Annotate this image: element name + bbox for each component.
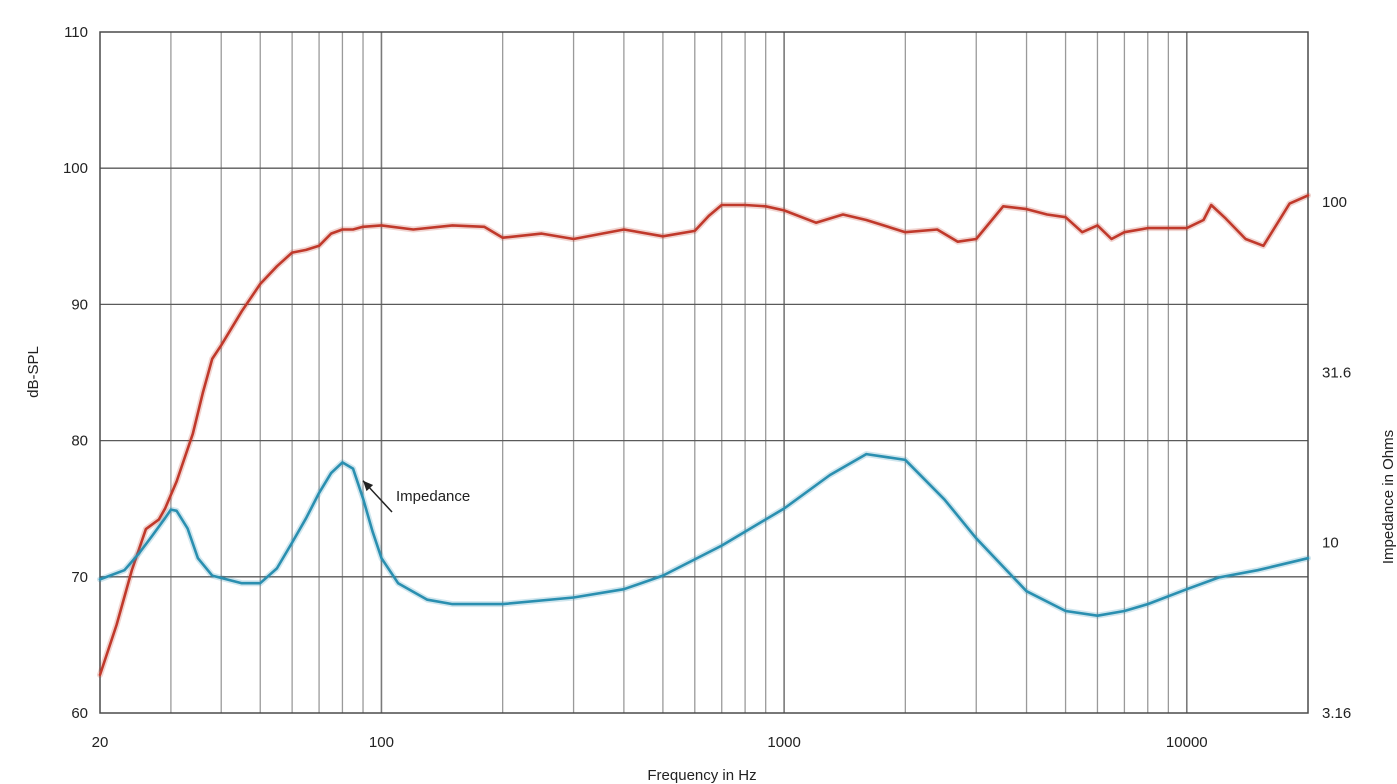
y2-axis-title: Impedance in Ohms xyxy=(1380,430,1397,564)
spl-series-line xyxy=(98,194,1310,677)
annotation-arrowhead xyxy=(363,480,374,492)
x-tick-label: 100 xyxy=(369,734,394,751)
annotation-group: Impedance xyxy=(362,480,470,513)
annotation-impedance: Impedance xyxy=(396,488,470,505)
y2-tick-label: 100 xyxy=(1322,194,1347,211)
impedance-series-line xyxy=(98,452,1310,618)
y-tick-label: 110 xyxy=(64,24,88,41)
y-axis-title: dB-SPL xyxy=(25,346,42,398)
x-tick-label: 1000 xyxy=(767,734,800,751)
x-tick-label: 10000 xyxy=(1166,734,1208,751)
y2-tick-label: 3.16 xyxy=(1322,705,1351,722)
plot-frame xyxy=(99,31,1309,714)
y-tick-label: 80 xyxy=(71,433,88,450)
x-tick-label: 20 xyxy=(92,734,109,751)
series-layer xyxy=(97,192,1311,678)
y-tick-label: 70 xyxy=(71,569,88,586)
spl-series-line-halo xyxy=(97,192,1311,678)
y2-tick-label: 10 xyxy=(1322,535,1339,552)
x-axis-title: Frequency in Hz xyxy=(647,767,756,784)
y2-tick-label: 31.6 xyxy=(1322,365,1351,382)
y-tick-label: 100 xyxy=(63,160,88,177)
y-tick-label: 90 xyxy=(71,296,88,313)
tick-labels: 20 100 1000 10000 60 70 80 90 100 110 3.16 10 31.6 10… xyxy=(63,24,1351,751)
impedance-series-line-halo xyxy=(97,451,1311,619)
y-tick-label: 60 xyxy=(71,705,88,722)
grid xyxy=(100,32,1308,713)
